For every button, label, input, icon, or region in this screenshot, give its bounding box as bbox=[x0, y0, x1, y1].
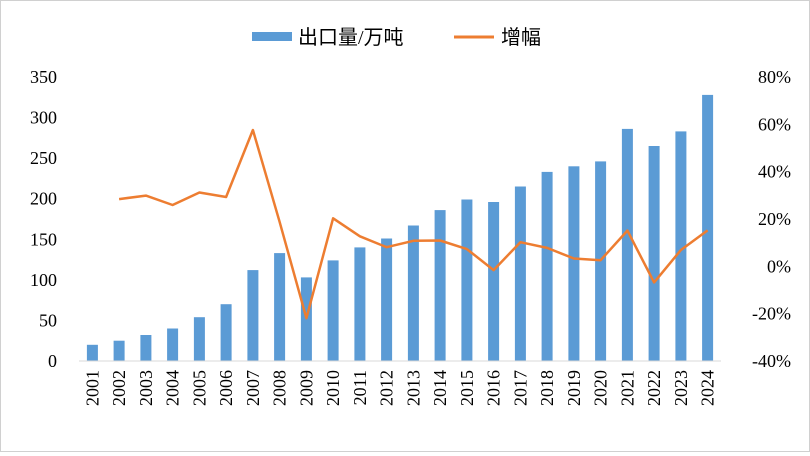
x-tick-label: 2011 bbox=[350, 370, 370, 405]
right-axis-ticks: -40% -20% 0% 20% 40% 60% 80% bbox=[752, 67, 791, 371]
right-tick-label: -20% bbox=[752, 304, 791, 324]
right-tick-label: 0% bbox=[767, 256, 791, 276]
right-tick-label: 20% bbox=[758, 209, 791, 229]
bar-2012 bbox=[381, 238, 393, 361]
left-tick-label: 300 bbox=[30, 108, 57, 128]
x-tick-label: 2014 bbox=[430, 370, 450, 406]
bar-2003 bbox=[140, 335, 152, 361]
x-tick-label: 2007 bbox=[243, 370, 263, 406]
x-tick-label: 2009 bbox=[296, 370, 316, 406]
left-tick-label: 100 bbox=[30, 270, 57, 290]
left-axis-ticks: 0 50 100 150 200 250 300 350 bbox=[30, 67, 57, 371]
growth-line-series bbox=[118, 128, 709, 320]
right-tick-label: -40% bbox=[752, 351, 791, 371]
right-tick-label: 60% bbox=[758, 114, 791, 134]
bar-2007 bbox=[247, 270, 259, 361]
bar-2023 bbox=[675, 131, 687, 361]
left-tick-label: 0 bbox=[48, 351, 57, 371]
x-tick-label: 2022 bbox=[644, 370, 664, 406]
left-tick-label: 250 bbox=[30, 148, 57, 168]
x-tick-label: 2013 bbox=[403, 370, 423, 406]
x-tick-label: 2020 bbox=[591, 370, 611, 406]
legend-label-bar: 出口量/万吨 bbox=[298, 26, 404, 49]
x-tick-label: 2001 bbox=[82, 370, 102, 406]
bar-2014 bbox=[434, 210, 446, 361]
x-tick-label: 2004 bbox=[163, 370, 183, 406]
x-tick-label: 2016 bbox=[484, 370, 504, 406]
bar-2011 bbox=[354, 247, 366, 361]
x-tick-label: 2021 bbox=[617, 370, 637, 406]
x-tick-label: 2005 bbox=[189, 370, 209, 406]
legend-label-line: 增幅 bbox=[501, 26, 541, 49]
legend-swatch-bar bbox=[252, 32, 292, 41]
x-tick-label: 2012 bbox=[377, 370, 397, 406]
bar-2022 bbox=[648, 146, 660, 361]
bar-2013 bbox=[407, 225, 419, 361]
x-tick-label: 2018 bbox=[537, 370, 557, 406]
bar-2008 bbox=[274, 253, 286, 361]
x-tick-label: 2023 bbox=[671, 370, 691, 406]
bar-2006 bbox=[220, 304, 232, 361]
bar-2016 bbox=[488, 202, 500, 361]
x-tick-label: 2017 bbox=[510, 370, 530, 406]
left-tick-label: 200 bbox=[30, 189, 57, 209]
bar-2015 bbox=[461, 199, 473, 361]
bar-2021 bbox=[621, 128, 633, 361]
x-tick-label: 2006 bbox=[216, 370, 236, 406]
right-tick-label: 40% bbox=[758, 162, 791, 182]
bar-2002 bbox=[113, 340, 125, 361]
bar-2005 bbox=[193, 317, 205, 361]
bar-2017 bbox=[514, 186, 526, 361]
x-tick-label: 2019 bbox=[564, 370, 584, 406]
bar-2010 bbox=[327, 260, 339, 361]
x-tick-label: 2015 bbox=[457, 370, 477, 406]
left-tick-label: 150 bbox=[30, 229, 57, 249]
legend: 出口量/万吨 增幅 bbox=[252, 26, 541, 49]
x-tick-label: 2010 bbox=[323, 370, 343, 406]
bar-2018 bbox=[541, 171, 553, 361]
x-tick-label: 2008 bbox=[270, 370, 290, 406]
bar-2001 bbox=[86, 344, 98, 361]
x-tick-label: 2002 bbox=[109, 370, 129, 406]
bar-series bbox=[86, 94, 714, 362]
right-tick-label: 80% bbox=[758, 67, 791, 87]
left-tick-label: 350 bbox=[30, 67, 57, 87]
bar-2019 bbox=[568, 166, 580, 361]
bar-2024 bbox=[702, 94, 714, 362]
x-axis-ticks: 2001 2002 2003 2004 2005 2006 2007 2008 2009 2010… bbox=[82, 370, 717, 406]
x-tick-label: 2024 bbox=[698, 370, 718, 406]
left-tick-label: 50 bbox=[39, 310, 57, 330]
bar-2004 bbox=[167, 328, 179, 361]
x-tick-label: 2003 bbox=[136, 370, 156, 406]
